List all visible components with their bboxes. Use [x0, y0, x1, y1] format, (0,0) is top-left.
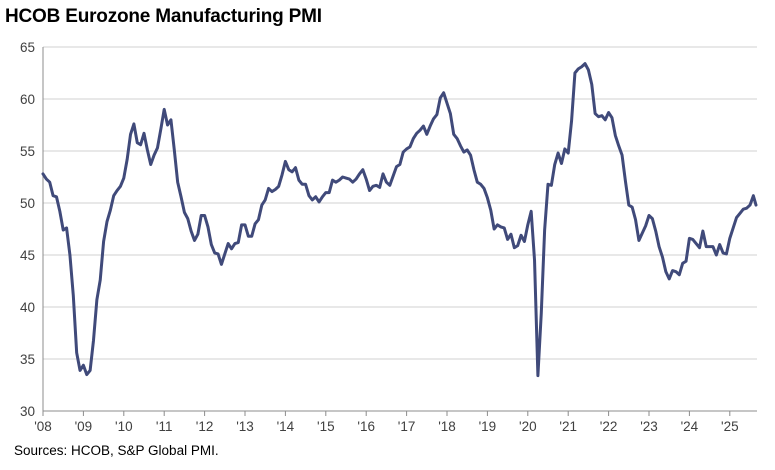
- y-tick-label: 35: [20, 352, 35, 367]
- x-tick-label: '21: [559, 419, 577, 434]
- x-tick-label: '16: [357, 419, 375, 434]
- source-note: Sources: HCOB, S&P Global PMI.: [14, 443, 219, 458]
- y-tick-label: 55: [20, 144, 35, 159]
- x-tick-label: '24: [681, 419, 699, 434]
- x-tick-label: '10: [115, 419, 133, 434]
- gridlines: [43, 46, 757, 360]
- y-tick-label: 65: [20, 40, 35, 55]
- y-tick-label: 60: [20, 92, 35, 107]
- x-tick-label: '19: [479, 419, 497, 434]
- x-tick-label: '20: [519, 419, 537, 434]
- x-tick-label: '08: [34, 419, 52, 434]
- y-tick-label: 50: [20, 196, 35, 211]
- axes: 30 35 40 45 50 55 60 65 '08 '09 '10 '11 '12 '13 '14 '15…: [20, 40, 757, 434]
- x-tick-label: '11: [156, 419, 173, 434]
- x-tick-label: '23: [640, 419, 658, 434]
- x-tick-label: '14: [277, 419, 295, 434]
- pmi-series-line: [41, 62, 758, 378]
- x-tick-label: '12: [196, 419, 214, 434]
- x-tick-label: '25: [721, 419, 739, 434]
- x-tick-label: '09: [75, 419, 93, 434]
- y-tick-label: 40: [20, 300, 35, 315]
- x-tick-label: '13: [236, 419, 254, 434]
- x-tick-label: '22: [600, 419, 618, 434]
- x-tick-label: '17: [398, 419, 416, 434]
- series-layer: [41, 62, 758, 378]
- x-tick-label: '18: [438, 419, 456, 434]
- chart-title: HCOB Eurozone Manufacturing PMI: [5, 6, 322, 27]
- y-tick-label: 30: [20, 404, 35, 419]
- x-tick-label: '15: [317, 419, 335, 434]
- y-tick-label: 45: [20, 248, 35, 263]
